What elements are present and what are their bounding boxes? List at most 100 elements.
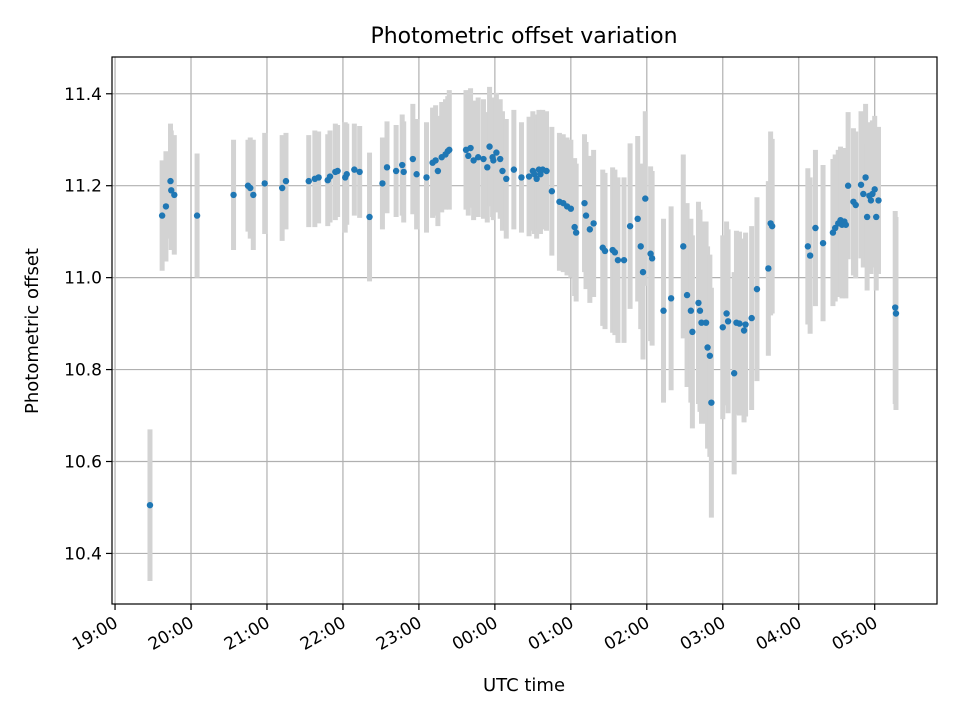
data-point	[892, 304, 899, 311]
data-point	[379, 180, 386, 187]
data-point	[832, 224, 839, 232]
data-point	[683, 291, 691, 299]
data-point	[250, 191, 257, 199]
x-axis-label: UTC time	[483, 675, 565, 696]
x-tick-label: 21:00	[221, 613, 273, 655]
data-point	[486, 143, 493, 150]
data-point	[704, 344, 711, 351]
data-point	[736, 320, 743, 327]
data-point	[590, 220, 597, 227]
y-tick-label: 11.0	[64, 269, 102, 289]
data-point	[278, 184, 286, 192]
x-tick-label: 05:00	[829, 613, 881, 655]
data-point	[572, 229, 580, 236]
data-point	[765, 265, 772, 272]
data-point	[305, 177, 312, 185]
data-point	[247, 184, 254, 192]
data-point	[860, 190, 867, 198]
data-point	[432, 157, 439, 164]
data-point	[158, 212, 166, 219]
data-point	[698, 319, 705, 326]
x-tick-label: 22:00	[297, 613, 349, 655]
x-tick-label: 19:00	[69, 613, 121, 655]
data-point	[423, 174, 430, 181]
data-point	[708, 399, 715, 406]
data-point	[351, 166, 358, 173]
data-point	[892, 310, 900, 317]
data-point	[812, 224, 819, 232]
data-point	[343, 171, 350, 178]
data-point	[586, 226, 594, 233]
data-point	[626, 222, 634, 230]
data-point	[863, 213, 871, 221]
data-point	[409, 155, 417, 163]
data-point	[413, 171, 420, 178]
data-point	[844, 182, 852, 189]
data-point	[689, 328, 696, 336]
data-point	[510, 166, 518, 173]
x-tick-label: 20:00	[145, 613, 197, 655]
data-point	[582, 212, 590, 219]
data-point	[806, 252, 814, 259]
data-point	[230, 191, 237, 199]
data-point	[496, 155, 504, 163]
data-point	[334, 167, 341, 175]
data-point	[490, 157, 497, 164]
y-tick-label: 10.8	[64, 361, 102, 381]
data-point	[493, 149, 500, 156]
data-point	[193, 212, 201, 219]
y-tick-label: 10.4	[64, 544, 102, 564]
data-point	[724, 318, 732, 325]
y-tick-label: 10.6	[64, 453, 102, 473]
data-point	[326, 173, 334, 180]
data-point	[648, 255, 656, 262]
data-point	[146, 501, 154, 509]
data-point	[480, 155, 487, 163]
data-point	[465, 152, 472, 160]
data-point	[753, 285, 761, 293]
data-point	[642, 195, 649, 202]
data-point	[842, 221, 850, 228]
chart-title: Photometric offset variation	[370, 24, 677, 49]
data-point	[470, 157, 477, 164]
plot-frame	[111, 56, 938, 605]
data-point	[356, 168, 363, 176]
data-point	[867, 197, 875, 204]
data-point	[171, 191, 178, 199]
x-tick-label: 04:00	[753, 613, 805, 655]
data-point	[434, 167, 442, 175]
data-point	[719, 324, 726, 331]
data-point	[740, 327, 748, 334]
data-point	[567, 205, 575, 212]
data-point	[637, 243, 644, 250]
data-point	[634, 215, 641, 223]
data-point	[804, 243, 812, 250]
data-point	[873, 213, 880, 221]
data-points	[146, 143, 900, 509]
x-tick-label: 23:00	[373, 613, 425, 655]
data-point	[543, 167, 550, 175]
x-axis-ticks: 19:00 20:00 21:00 22:00 23:00 00:00 01:00 02:00…	[69, 604, 881, 655]
data-point	[571, 223, 578, 231]
data-point	[857, 181, 865, 188]
data-point	[581, 199, 588, 207]
data-point	[687, 307, 695, 314]
data-point	[392, 167, 400, 175]
y-axis-ticks: 10.4 10.6 10.8 11.0 11.2 11.4	[64, 85, 112, 564]
data-point	[660, 307, 667, 314]
data-point	[680, 243, 687, 250]
data-point	[614, 256, 622, 264]
y-tick-label: 11.4	[64, 85, 102, 105]
data-point	[400, 168, 407, 176]
x-tick-label: 00:00	[449, 613, 501, 655]
data-point	[862, 174, 869, 181]
data-point	[730, 370, 738, 377]
data-point	[748, 314, 755, 322]
data-point	[366, 213, 373, 221]
data-point	[398, 161, 406, 169]
data-point	[852, 201, 859, 209]
data-point	[871, 186, 878, 193]
data-point	[261, 180, 268, 187]
x-tick-label: 03:00	[677, 613, 729, 655]
